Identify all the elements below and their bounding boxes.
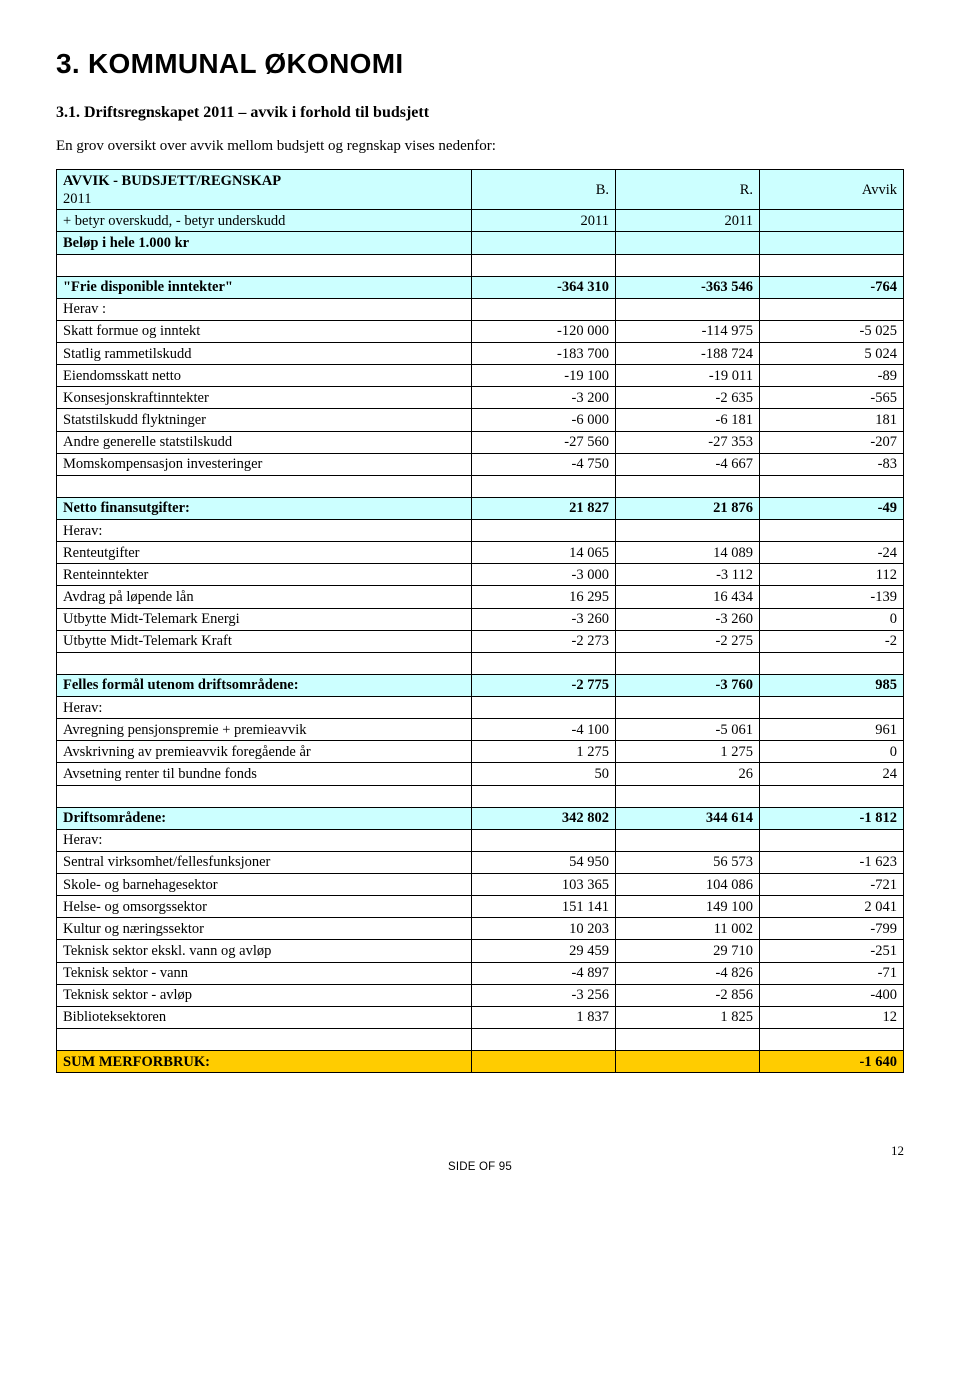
page-title: 3. KOMMUNAL ØKONOMI [56,48,904,80]
budget-table: AVVIK - BUDSJETT/REGNSKAP2011B.R.Avvik+ … [56,169,904,1073]
section-subtitle: 3.1. Driftsregnskapet 2011 – avvik i for… [56,104,904,122]
intro-text: En grov oversikt over avvik mellom budsj… [56,138,904,155]
page-side: SIDE OF 95 [56,1161,904,1173]
page-number: 12 [56,1143,904,1159]
page-footer: 12 SIDE OF 95 [56,1143,904,1173]
